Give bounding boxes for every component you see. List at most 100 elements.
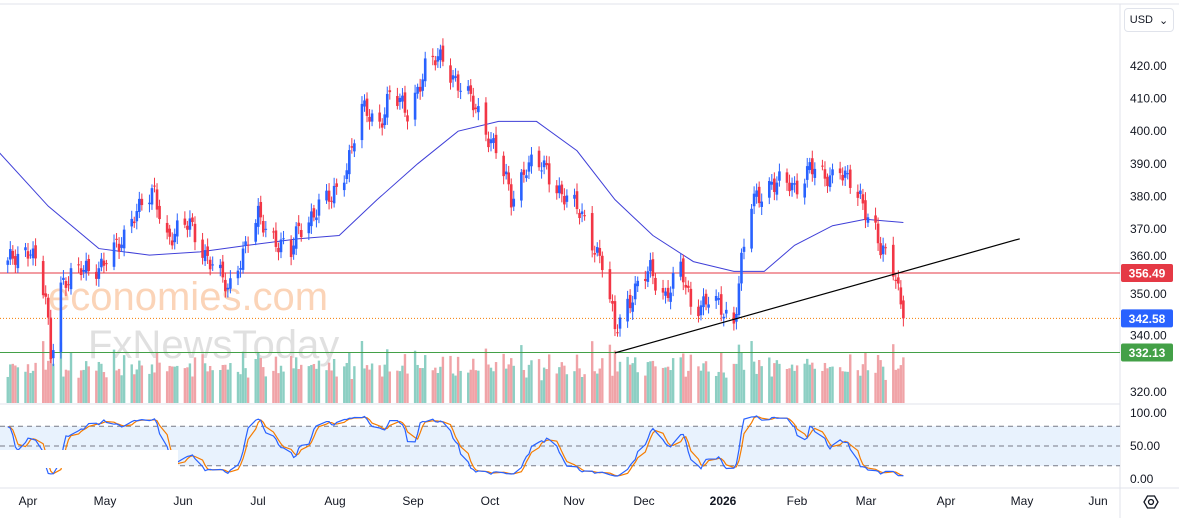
volume-bar (760, 366, 763, 403)
candle-body (59, 282, 63, 352)
candle-body (14, 256, 17, 265)
candle-body (689, 288, 693, 307)
volume-bar (173, 366, 176, 403)
volume-bar (294, 357, 298, 403)
volume-bar (598, 368, 601, 403)
candle-body (345, 170, 349, 180)
currency-label: USD (1129, 14, 1153, 26)
candle-body (894, 279, 898, 282)
month-label: Jun (173, 494, 192, 508)
volume-bar (492, 371, 495, 403)
volume-bar (383, 364, 386, 403)
price-tick: 320.00 (1130, 385, 1167, 399)
candle-body (646, 271, 650, 282)
volume-bar (360, 341, 364, 403)
moving-average-line (0, 120, 904, 272)
candle-body (492, 138, 495, 143)
time-axis[interactable]: Apr May Jun Jul Aug Sep Oct Nov Dec 2026 Feb Mar Apr… (19, 494, 1108, 508)
volume-bar (330, 370, 333, 403)
candle-body (785, 172, 789, 183)
candle-body (16, 253, 20, 269)
candle-body (41, 261, 45, 296)
candle-body (264, 228, 268, 230)
candle-body (239, 268, 242, 270)
volume-bar (522, 369, 526, 403)
volume-bar (846, 371, 849, 403)
volume-bar (472, 358, 475, 403)
candle-body (135, 211, 139, 222)
candle-body (363, 100, 366, 107)
volume-bar (573, 371, 576, 403)
candle-body (469, 85, 473, 94)
volume-bar (778, 363, 781, 403)
volume-bar (459, 370, 462, 403)
volume-bar (307, 366, 311, 403)
volume-bar (221, 364, 225, 403)
candle-body (246, 244, 250, 246)
candle-body (838, 168, 842, 174)
volume-bar (547, 354, 551, 403)
candle-body (138, 198, 141, 213)
candle-body (26, 251, 30, 259)
candle-body (97, 268, 101, 279)
candle-body (583, 215, 586, 217)
candle-body (378, 112, 381, 122)
month-label: Feb (787, 494, 808, 508)
volume-bar (84, 361, 88, 403)
settings-icon[interactable] (1143, 495, 1159, 509)
currency-selector[interactable]: USD ⌄ (1124, 8, 1174, 32)
volume-bar (211, 370, 214, 403)
volume-bar (424, 355, 427, 403)
volume-bar (755, 373, 758, 403)
volume-bar (363, 368, 366, 403)
volume-bar (317, 360, 321, 403)
candle-body (396, 96, 399, 106)
candle-body (454, 76, 457, 78)
candle-body (823, 169, 827, 179)
volume-bar (297, 369, 300, 403)
volume-bar (636, 372, 639, 403)
candle-body (477, 106, 480, 113)
candle-body (793, 183, 796, 185)
candle-body (259, 201, 263, 218)
candle-body (671, 273, 675, 289)
volume-bar (831, 366, 834, 403)
volume-bar (644, 375, 647, 403)
volume-bar (59, 342, 63, 403)
volume-bar (229, 363, 232, 403)
trendline[interactable] (614, 238, 1020, 354)
candle-body (760, 201, 763, 207)
price-tick: 360.00 (1130, 249, 1167, 263)
candle-body (565, 195, 569, 202)
candle-body (294, 226, 298, 249)
candle-body (767, 181, 771, 198)
candle-body (616, 332, 619, 334)
candle-body (183, 218, 187, 225)
candle-body (385, 93, 389, 118)
volume-bar (312, 363, 316, 403)
volume-bar (102, 372, 106, 403)
candle-body (636, 280, 640, 287)
volume-bar (811, 362, 814, 403)
volume-bar (823, 362, 827, 403)
volume-bar (165, 371, 169, 403)
price-axis[interactable]: 420.00 410.00 400.00 390.00 380.00 370.00 360.… (1130, 59, 1167, 486)
candle-body (649, 260, 652, 272)
candle-body (421, 79, 424, 91)
volume-bar (24, 371, 27, 403)
volume-bar (69, 352, 73, 403)
volume-bar (158, 362, 161, 403)
volume-bar (264, 376, 268, 403)
candle-body (186, 225, 189, 230)
candle-body (449, 65, 452, 83)
volume-bar (651, 360, 655, 403)
candle-body (608, 269, 612, 300)
volume-bar (386, 349, 389, 403)
candle-body (897, 277, 900, 284)
volume-bar (671, 358, 675, 403)
price-tick: 420.00 (1130, 59, 1167, 73)
volume-bar (348, 352, 351, 403)
candle-body (795, 180, 799, 195)
candle-body (140, 198, 144, 206)
